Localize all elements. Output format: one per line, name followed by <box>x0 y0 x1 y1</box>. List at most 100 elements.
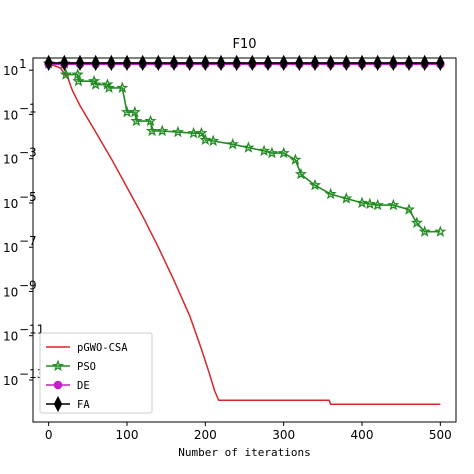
x-tick-label: 300 <box>272 428 295 442</box>
fa-diamond-marker <box>295 54 304 71</box>
x-tick-label: 400 <box>351 428 374 442</box>
legend-fa-diamond-marker <box>53 395 63 413</box>
y-tick-label: 10 <box>3 153 18 167</box>
legend-de-circle-marker <box>53 380 63 390</box>
pso-star-marker <box>418 225 431 237</box>
fa-diamond-marker <box>154 54 163 71</box>
x-axis-label: Number of iterations <box>178 446 310 459</box>
fa-diamond-marker <box>201 54 210 71</box>
fa-diamond-marker <box>389 54 398 71</box>
legend-de-label: DE <box>77 380 90 392</box>
y-tick-label: 10 <box>3 241 18 255</box>
fa-diamond-marker <box>185 54 194 71</box>
pso-star-marker <box>340 192 353 204</box>
pso-star-marker <box>72 74 85 87</box>
pso-star-marker <box>355 196 369 209</box>
pso-star-marker <box>371 198 384 211</box>
y-tick-label: 10 <box>3 108 18 122</box>
legend-pso-star-marker <box>51 359 65 372</box>
series-layer <box>42 54 447 406</box>
fa-diamond-marker <box>216 54 226 71</box>
pso-star-marker <box>144 114 157 127</box>
pso-star-marker <box>363 197 376 210</box>
fa-diamond-marker <box>420 54 429 71</box>
x-tick-label: 500 <box>429 428 452 442</box>
pso-star-marker <box>308 178 322 191</box>
y-tick-exponent: −3 <box>19 146 37 160</box>
pso-star-marker <box>116 81 129 94</box>
fa-diamond-marker <box>44 54 53 71</box>
pso-star-marker <box>277 146 290 159</box>
pso-star-marker <box>59 68 72 80</box>
legend: pGWO-CSA PSO DE FA <box>39 332 153 414</box>
legend-pgwo-csa-label: pGWO-CSA <box>77 342 128 354</box>
x-tick-label: 100 <box>116 428 139 442</box>
y-tick-exponent: −5 <box>19 190 37 204</box>
fa-diamond-marker <box>373 54 382 71</box>
pso-star-marker <box>128 105 141 118</box>
y-tick-label: 10 <box>3 330 18 344</box>
pso-star-marker <box>207 134 220 147</box>
y-tick-exponent: −1 <box>19 101 37 115</box>
pso-star-marker <box>324 187 337 200</box>
fa-diamond-marker <box>263 54 273 71</box>
pgwo-csa-line <box>48 62 441 406</box>
pso-star-marker <box>199 133 212 146</box>
de-series <box>44 59 445 69</box>
fa-diamond-marker <box>342 54 351 71</box>
fa-diamond-marker <box>279 54 288 71</box>
pso-star-marker <box>434 225 447 237</box>
pso-star-marker <box>402 203 416 215</box>
legend-pso-label: PSO <box>77 361 96 373</box>
y-tick-label: 10 <box>3 197 18 211</box>
plot-frame <box>32 57 457 423</box>
pso-star-marker <box>156 124 169 137</box>
fa-diamond-marker <box>122 54 132 71</box>
fa-diamond-marker <box>169 54 179 71</box>
fa-diamond-marker <box>232 54 241 71</box>
fa-diamond-marker <box>138 54 147 71</box>
fa-diamond-marker <box>91 54 100 71</box>
pso-star-marker <box>89 78 102 90</box>
chart-title: F10 <box>232 37 256 52</box>
legend-box <box>39 332 153 414</box>
pgwo-csa-series <box>48 62 441 406</box>
y-tick-label: 10 <box>3 285 18 299</box>
pso-star-marker <box>102 81 116 94</box>
fa-diamond-marker <box>107 54 116 71</box>
x-axis-ticks: 0 100 200 300 400 500 <box>45 422 452 442</box>
pso-star-marker <box>71 68 84 80</box>
y-tick-label: 10 <box>3 374 18 388</box>
pso-star-marker <box>387 198 400 211</box>
y-tick-label: 10 <box>3 64 18 78</box>
fa-diamond-marker <box>60 54 69 71</box>
fa-series <box>44 54 445 71</box>
pso-series <box>42 57 447 237</box>
y-tick-exponent: −7 <box>19 234 37 248</box>
fa-diamond-marker <box>326 54 335 71</box>
y-tick-exponent: −9 <box>19 278 37 292</box>
legend-fa-label: FA <box>77 399 90 411</box>
fa-diamond-marker <box>310 54 320 71</box>
x-tick-label: 200 <box>194 428 217 442</box>
pso-star-marker <box>258 144 271 157</box>
pso-star-marker <box>294 167 307 180</box>
fa-diamond-marker <box>248 54 257 71</box>
fa-diamond-marker <box>75 54 85 71</box>
pso-star-marker <box>242 141 255 153</box>
pso-star-marker <box>289 153 302 165</box>
pso-star-marker <box>226 137 239 150</box>
pso-star-marker <box>195 126 208 139</box>
fa-diamond-marker <box>436 54 445 71</box>
y-tick-exponent: 1 <box>19 57 27 71</box>
pso-star-marker <box>410 216 423 228</box>
pso-star-marker <box>146 124 159 137</box>
fa-diamond-marker <box>357 54 367 71</box>
pso-star-marker <box>265 146 278 159</box>
pso-star-marker <box>130 114 143 127</box>
y-tick-exponent: −13 <box>19 367 44 381</box>
y-tick-exponent: −11 <box>19 323 44 337</box>
x-tick-label: 0 <box>45 428 53 442</box>
